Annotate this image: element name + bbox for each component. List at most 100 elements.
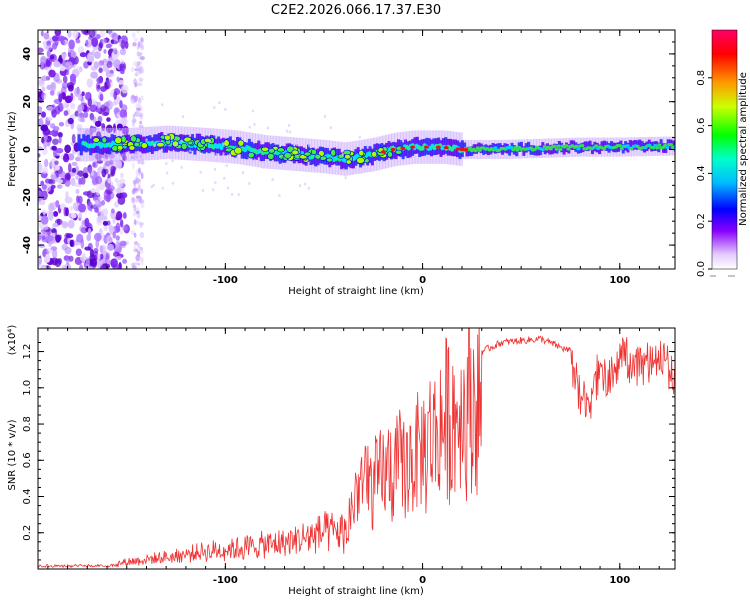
- band-hotspot: [463, 147, 469, 152]
- noise-speck: [165, 162, 168, 166]
- snr-frame: [37, 327, 676, 570]
- y-tick-label: 0.2: [22, 525, 33, 541]
- noise-speck: [288, 130, 292, 134]
- noise-blob: [48, 178, 56, 185]
- noise-blob: [90, 188, 97, 194]
- noise-blob: [71, 167, 77, 173]
- noise-blob: [70, 92, 74, 101]
- noise-blob: [64, 246, 72, 255]
- noise-speck: [151, 154, 155, 158]
- noise-blob: [44, 253, 51, 263]
- noise-speck: [307, 186, 310, 190]
- band-peak: [669, 143, 674, 147]
- noise-blob: [61, 53, 67, 60]
- noise-blob: [101, 168, 107, 178]
- noise-blob: [64, 178, 71, 187]
- x-tick-label: 0: [419, 275, 426, 286]
- noise-blob: [135, 254, 141, 262]
- noise-blob: [69, 205, 74, 211]
- noise-blob: [75, 248, 82, 257]
- band-core: [444, 137, 448, 154]
- band-core: [541, 142, 545, 152]
- noise-blob: [105, 124, 113, 134]
- noise-blob: [49, 54, 55, 60]
- snr-series-line: [38, 328, 675, 569]
- band-core: [212, 135, 216, 153]
- noise-blob: [41, 167, 49, 174]
- noise-blob: [140, 203, 145, 209]
- spectrogram-x-ticks: -100 0 100: [47, 30, 660, 286]
- band-peak: [477, 148, 482, 152]
- noise-blob: [136, 61, 139, 68]
- noise-blob: [52, 249, 58, 259]
- noise-speck: [308, 144, 311, 148]
- colorbar-label: Normalized spectral amplitude: [738, 72, 749, 226]
- noise-blob: [106, 30, 113, 34]
- band-blob: [387, 151, 393, 158]
- noise-blob: [40, 124, 49, 132]
- noise-speck: [150, 185, 153, 189]
- noise-blob: [93, 61, 99, 69]
- band-blob: [268, 148, 275, 154]
- noise-blob: [46, 116, 53, 122]
- band-hotspot: [390, 147, 396, 152]
- noise-blob: [95, 185, 101, 196]
- band-core: [465, 146, 469, 157]
- noise-blob: [82, 252, 86, 261]
- noise-blob: [133, 245, 137, 252]
- noise-blob: [48, 211, 54, 221]
- noise-blob: [138, 167, 141, 174]
- band-peak: [564, 144, 569, 148]
- noise-blob: [120, 117, 128, 126]
- y-tick-label: -20: [22, 188, 33, 206]
- noise-speck: [215, 152, 218, 156]
- noise-blob: [80, 226, 87, 234]
- noise-blob: [119, 178, 126, 184]
- noise-blob: [140, 188, 144, 195]
- noise-blob: [79, 264, 84, 269]
- y-tick-label: 0.6: [22, 452, 33, 468]
- noise-blob: [112, 217, 116, 224]
- noise-blob: [43, 140, 47, 150]
- noise-blob: [113, 58, 121, 69]
- noise-blob: [68, 255, 74, 262]
- noise-blob: [83, 172, 89, 179]
- noise-blob: [131, 32, 136, 39]
- noise-blob: [38, 142, 41, 147]
- noise-blob: [133, 37, 138, 42]
- band-blob: [330, 148, 337, 157]
- noise-blob: [84, 91, 91, 101]
- noise-blob: [86, 234, 91, 242]
- noise-blob: [94, 153, 102, 161]
- noise-blob: [115, 222, 121, 233]
- band-core: [482, 145, 486, 155]
- band-hotspot: [410, 145, 416, 149]
- noise-blob: [138, 96, 141, 103]
- colorbar-ticks: 0.0 0.2 0.4 0.6 0.8: [696, 70, 735, 277]
- noise-speck: [161, 186, 164, 190]
- y-tick-label: 1.2: [22, 344, 33, 360]
- noise-blob: [132, 155, 138, 160]
- band-blob: [358, 149, 365, 157]
- band-core: [638, 139, 642, 150]
- band-peak: [513, 146, 518, 150]
- colorbar-tick-label: 0.0: [696, 261, 707, 277]
- noise-speck: [285, 129, 289, 133]
- y-tick-label: 1.0: [22, 380, 33, 396]
- band-peak: [566, 147, 571, 151]
- noise-blob: [110, 208, 115, 214]
- noise-blob: [80, 30, 89, 35]
- noise-blob: [90, 71, 99, 79]
- noise-blob: [70, 50, 77, 59]
- noise-blob: [38, 233, 42, 242]
- colorbar-tick-label: 0.8: [696, 70, 707, 86]
- band-core: [659, 139, 663, 149]
- noise-blob: [63, 206, 67, 217]
- noise-blob: [55, 165, 60, 171]
- noise-blob: [132, 42, 137, 47]
- band-peak: [548, 147, 553, 151]
- noise-blob: [55, 234, 61, 243]
- noise-blob: [135, 197, 139, 204]
- noise-blob: [119, 63, 125, 70]
